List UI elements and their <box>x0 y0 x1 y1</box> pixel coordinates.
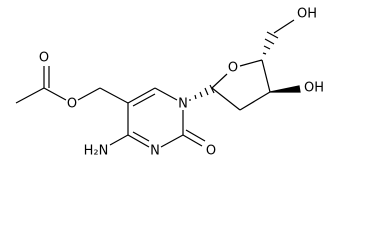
hash <box>204 87 209 96</box>
bond <box>239 59 263 67</box>
bond <box>15 87 45 104</box>
hash <box>209 84 215 94</box>
hash <box>194 94 197 100</box>
hashed-bond <box>189 84 215 101</box>
bond <box>211 87 241 111</box>
atom-label: H₂N <box>84 144 109 159</box>
bond <box>127 87 156 104</box>
bond <box>160 134 184 148</box>
bond <box>99 87 129 104</box>
atom-label: O <box>39 51 49 66</box>
atom-labels: O O N N H₂N O O OH OH <box>39 7 324 159</box>
hash <box>264 38 275 45</box>
wedge-bond <box>269 85 301 93</box>
bond <box>127 134 150 148</box>
bond <box>154 87 178 101</box>
hash <box>263 45 271 50</box>
bond <box>211 73 228 89</box>
atom-label: OH <box>297 7 317 22</box>
molecule-diagram: O O N N H₂N O O OH OH <box>15 7 324 159</box>
hashed-bond <box>262 31 279 55</box>
bond <box>43 87 67 101</box>
bond <box>77 87 101 101</box>
bond <box>132 93 156 107</box>
bond <box>261 59 271 93</box>
hash <box>262 52 267 55</box>
bond <box>132 131 150 142</box>
bond <box>109 134 129 146</box>
atom-label: N <box>150 144 160 159</box>
bond <box>273 19 295 34</box>
atom-label: O <box>206 144 216 159</box>
bond <box>182 134 203 147</box>
bond <box>239 91 271 111</box>
atom-label: O <box>67 97 77 112</box>
bonds <box>15 19 301 148</box>
hash <box>199 91 203 98</box>
atom-label: N <box>178 97 188 112</box>
atom-label: OH <box>304 81 324 96</box>
hash <box>266 31 279 39</box>
atom-label: O <box>228 61 238 76</box>
bond <box>185 129 206 142</box>
page: {"atoms": [ {"label": "O"}, {"label": "O… <box>15 6 325 159</box>
